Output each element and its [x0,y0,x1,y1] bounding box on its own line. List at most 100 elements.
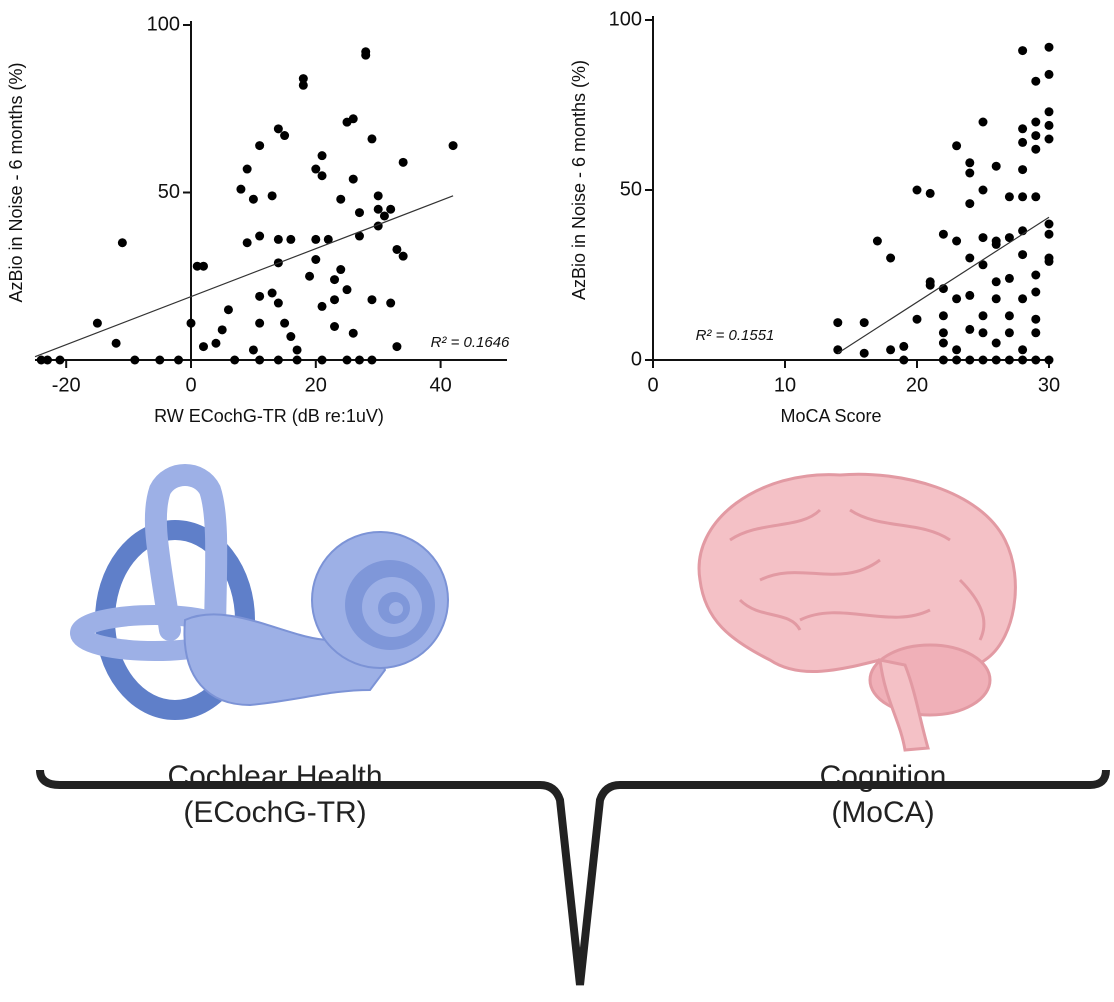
data-point [1018,165,1027,174]
data-point [268,289,277,298]
data-point [992,339,1001,348]
data-point [249,195,258,204]
data-point [992,294,1001,303]
data-point [1045,70,1054,79]
data-point [380,211,389,220]
data-point [305,272,314,281]
data-point [1018,138,1027,147]
data-point [952,294,961,303]
data-point [274,124,283,133]
data-point [873,237,882,246]
x-tick-label: 40 [429,374,451,396]
data-point [1018,294,1027,303]
data-point [1031,288,1040,297]
data-point [965,254,974,263]
data-point [118,238,127,247]
y-tick-label: 50 [158,181,180,203]
data-point [268,191,277,200]
annotation: R² = 0.1551 [696,327,775,344]
data-point [1045,43,1054,52]
data-point [1031,131,1040,140]
data-point [1031,328,1040,337]
data-point [280,131,289,140]
data-point [1018,345,1027,354]
data-point [1005,274,1014,283]
data-point [965,325,974,334]
data-point [1045,230,1054,239]
x-tick-label: -20 [52,374,81,396]
data-point [939,339,948,348]
data-point [255,292,264,301]
data-point [155,356,164,365]
trend-line [35,196,453,357]
y-tick-label: 100 [609,8,642,30]
data-point [299,74,308,83]
data-point [399,252,408,261]
data-point [899,356,908,365]
data-point [1031,77,1040,86]
data-point [1045,121,1054,130]
data-point [965,291,974,300]
data-point [318,356,327,365]
data-point [293,345,302,354]
data-point [199,262,208,271]
data-point [293,356,302,365]
data-point [1045,107,1054,116]
data-point [318,171,327,180]
data-point [965,158,974,167]
data-point [860,349,869,358]
data-point [311,165,320,174]
data-point [93,319,102,328]
data-point [1005,356,1014,365]
data-point [1031,118,1040,127]
data-point [336,195,345,204]
brain-illustration [699,474,1015,750]
data-point [243,238,252,247]
x-tick-label: 10 [774,374,796,396]
data-point [236,185,245,194]
data-point [311,235,320,244]
caption-line: (MoCA) [831,796,934,829]
data-point [965,199,974,208]
data-point [913,186,922,195]
data-point [249,345,258,354]
data-point [913,315,922,324]
data-point [449,141,458,150]
data-point [833,318,842,327]
data-point [1045,356,1054,365]
data-point [1018,250,1027,259]
data-point [349,114,358,123]
data-point [992,162,1001,171]
data-point [979,233,988,242]
data-point [112,339,121,348]
data-point [211,339,220,348]
data-point [374,191,383,200]
data-point [1045,220,1054,229]
data-point [1045,257,1054,266]
y-tick-label: 50 [620,178,642,200]
x-axis-label: MoCA Score [780,406,881,426]
x-tick-label: 30 [1038,374,1060,396]
data-point [311,255,320,264]
data-point [355,208,364,217]
caption-line: (ECochG-TR) [183,796,366,829]
data-point [979,118,988,127]
data-point [939,311,948,320]
data-point [330,322,339,331]
data-point [386,205,395,214]
data-point [349,329,358,338]
data-point [367,295,376,304]
data-point [318,151,327,160]
data-point [1018,192,1027,201]
data-point [860,318,869,327]
data-point [979,311,988,320]
data-point [336,265,345,274]
data-point [255,356,264,365]
x-axis-label: RW ECochG-TR (dB re:1uV) [154,406,384,426]
y-tick-label: 0 [631,348,642,370]
data-point [174,356,183,365]
data-point [274,356,283,365]
data-point [218,325,227,334]
data-point [274,235,283,244]
data-point [130,356,139,365]
